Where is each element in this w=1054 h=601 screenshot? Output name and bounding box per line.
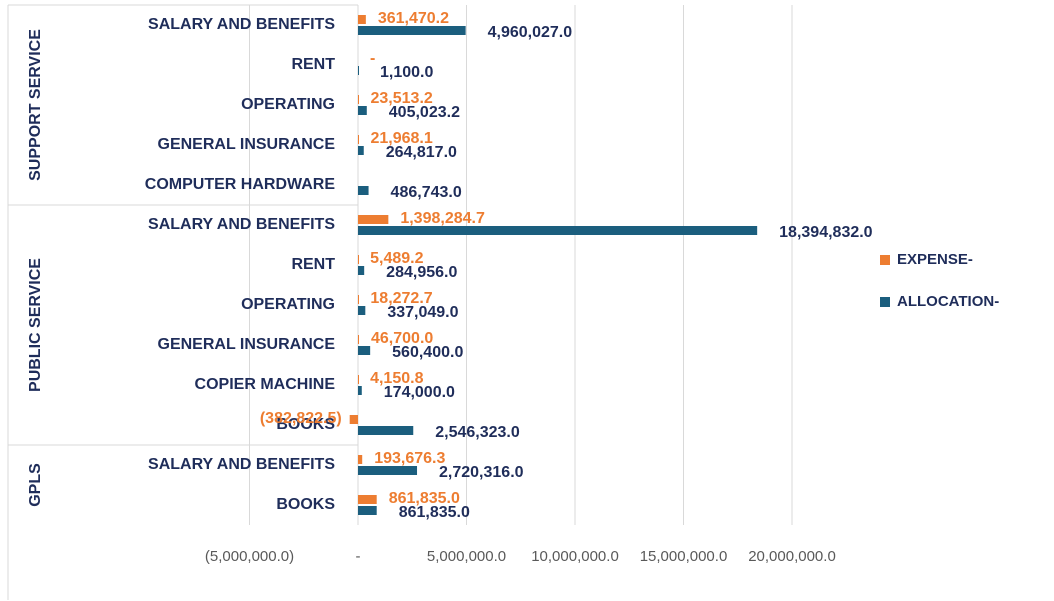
legend-label: EXPENSE- bbox=[897, 251, 973, 268]
bar bbox=[358, 306, 366, 315]
category-label: COPIER MACHINE bbox=[195, 376, 336, 393]
legend-label: ALLOCATION- bbox=[897, 293, 999, 310]
data-label: 4,150.8 bbox=[370, 370, 423, 387]
category-label: COMPUTER HARDWARE bbox=[145, 176, 336, 193]
data-label: (382,822.5) bbox=[260, 410, 342, 427]
bar bbox=[358, 295, 359, 304]
data-label: 4,960,027.0 bbox=[488, 24, 573, 41]
x-tick-label: - bbox=[356, 548, 361, 565]
bar bbox=[358, 106, 367, 115]
data-label: 861,835.0 bbox=[399, 504, 470, 521]
category-label: OPERATING bbox=[241, 96, 335, 113]
category-label: RENT bbox=[291, 256, 335, 273]
x-tick-label: 20,000,000.0 bbox=[748, 548, 836, 565]
data-label: 861,835.0 bbox=[389, 490, 460, 507]
data-label: 2,546,323.0 bbox=[435, 424, 520, 441]
data-label: 18,272.7 bbox=[370, 290, 432, 307]
data-label: 361,470.2 bbox=[378, 10, 449, 27]
bar bbox=[349, 415, 358, 424]
category-label: GENERAL INSURANCE bbox=[158, 336, 336, 353]
bar bbox=[358, 186, 369, 195]
group-label: PUBLIC SERVICE bbox=[27, 258, 44, 392]
bar bbox=[358, 375, 359, 384]
data-label: 193,676.3 bbox=[374, 450, 445, 467]
bar bbox=[358, 135, 359, 144]
bar bbox=[358, 335, 360, 344]
bar bbox=[358, 266, 365, 275]
category-label: SALARY AND BENEFITS bbox=[148, 456, 335, 473]
bar bbox=[358, 26, 466, 35]
data-label: 23,513.2 bbox=[371, 90, 433, 107]
group-label: SUPPORT SERVICE bbox=[27, 29, 44, 181]
bar bbox=[358, 226, 758, 235]
data-label: 337,049.0 bbox=[387, 304, 458, 321]
data-label: 405,023.2 bbox=[389, 104, 460, 121]
bar bbox=[358, 426, 414, 435]
category-label: SALARY AND BENEFITS bbox=[148, 216, 335, 233]
x-tick-label: (5,000,000.0) bbox=[205, 548, 294, 565]
bar bbox=[358, 346, 371, 355]
bar bbox=[358, 95, 359, 104]
data-label: 1,398,284.7 bbox=[400, 210, 485, 227]
category-label: OPERATING bbox=[241, 296, 335, 313]
data-label: 1,100.0 bbox=[380, 64, 433, 81]
bar bbox=[358, 146, 364, 155]
bar bbox=[358, 455, 363, 464]
legend-marker bbox=[880, 297, 890, 307]
x-tick-label: 15,000,000.0 bbox=[640, 548, 728, 565]
data-label: 21,968.1 bbox=[370, 130, 432, 147]
bar bbox=[358, 255, 359, 264]
data-label: 174,000.0 bbox=[384, 384, 455, 401]
category-label: BOOKS bbox=[276, 416, 335, 433]
bar bbox=[358, 466, 418, 475]
x-tick-label: 5,000,000.0 bbox=[427, 548, 506, 565]
data-label: 264,817.0 bbox=[386, 144, 457, 161]
category-label: RENT bbox=[291, 56, 335, 73]
bar bbox=[358, 15, 366, 24]
bar bbox=[358, 215, 389, 224]
data-label: - bbox=[370, 50, 375, 67]
data-label: 46,700.0 bbox=[371, 330, 433, 347]
data-label: 18,394,832.0 bbox=[779, 224, 873, 241]
category-label: GENERAL INSURANCE bbox=[158, 136, 336, 153]
bar bbox=[358, 495, 377, 504]
legend-marker bbox=[880, 255, 890, 265]
data-label: 284,956.0 bbox=[386, 264, 457, 281]
data-label: 486,743.0 bbox=[391, 184, 462, 201]
group-label: GPLS bbox=[27, 463, 44, 507]
bar bbox=[358, 506, 377, 515]
category-label: SALARY AND BENEFITS bbox=[148, 16, 335, 33]
category-label: BOOKS bbox=[276, 496, 335, 513]
x-tick-label: 10,000,000.0 bbox=[531, 548, 619, 565]
bar bbox=[358, 386, 362, 395]
bar bbox=[358, 66, 359, 75]
data-label: 5,489.2 bbox=[370, 250, 423, 267]
data-label: 560,400.0 bbox=[392, 344, 463, 361]
data-label: 2,720,316.0 bbox=[439, 464, 524, 481]
